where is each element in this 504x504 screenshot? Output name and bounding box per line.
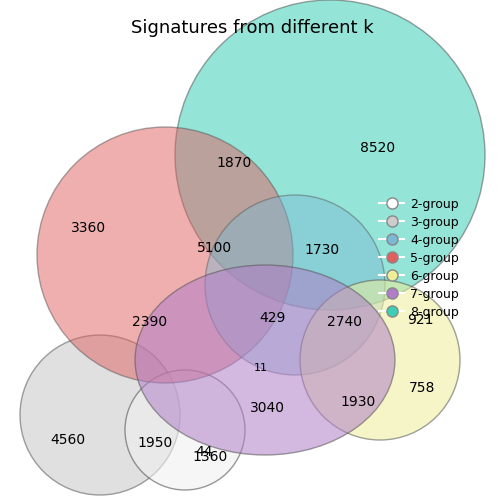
Ellipse shape xyxy=(37,127,293,383)
Text: 44: 44 xyxy=(195,445,213,459)
Text: Signatures from different k: Signatures from different k xyxy=(131,19,373,37)
Text: 921: 921 xyxy=(407,313,433,327)
Ellipse shape xyxy=(175,0,485,310)
Text: 8520: 8520 xyxy=(360,141,396,155)
Ellipse shape xyxy=(125,370,245,490)
Text: 2740: 2740 xyxy=(328,315,362,329)
Ellipse shape xyxy=(20,335,180,495)
Text: 3040: 3040 xyxy=(249,401,284,415)
Legend: 2-group, 3-group, 4-group, 5-group, 6-group, 7-group, 8-group: 2-group, 3-group, 4-group, 5-group, 6-gr… xyxy=(379,198,459,319)
Text: 3360: 3360 xyxy=(71,221,105,235)
Ellipse shape xyxy=(205,195,385,375)
Text: 1930: 1930 xyxy=(340,395,375,409)
Text: 1360: 1360 xyxy=(193,450,228,464)
Text: 1950: 1950 xyxy=(138,436,173,450)
Text: 2390: 2390 xyxy=(133,315,167,329)
Ellipse shape xyxy=(300,280,460,440)
Text: 11: 11 xyxy=(254,363,268,373)
Text: 758: 758 xyxy=(409,381,435,395)
Text: 1730: 1730 xyxy=(304,243,340,257)
Text: 4560: 4560 xyxy=(50,433,86,447)
Text: 1870: 1870 xyxy=(216,156,251,170)
Ellipse shape xyxy=(135,265,395,455)
Text: 429: 429 xyxy=(260,311,286,325)
Text: 5100: 5100 xyxy=(198,241,232,255)
